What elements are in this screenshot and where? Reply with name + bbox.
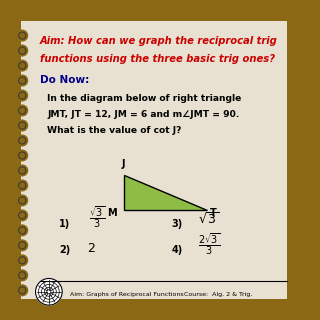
Text: What is the value of cot J?: What is the value of cot J?: [47, 126, 182, 135]
Text: 1): 1): [59, 219, 70, 229]
Text: $2$: $2$: [87, 243, 96, 255]
Circle shape: [17, 75, 28, 86]
Text: 2): 2): [59, 245, 70, 255]
Circle shape: [17, 150, 28, 161]
Text: functions using the three basic trig ones?: functions using the three basic trig one…: [40, 54, 275, 64]
Circle shape: [17, 270, 28, 281]
Text: $\sqrt{3}$: $\sqrt{3}$: [198, 212, 220, 227]
Circle shape: [17, 45, 28, 56]
Circle shape: [17, 30, 28, 41]
Circle shape: [17, 180, 28, 191]
Circle shape: [17, 255, 28, 266]
Circle shape: [17, 210, 28, 221]
Text: Aim: Graphs of Reciprocal Functions: Aim: Graphs of Reciprocal Functions: [70, 292, 183, 297]
Text: Aim: How can we graph the reciprocal trig: Aim: How can we graph the reciprocal tri…: [40, 36, 278, 46]
Circle shape: [17, 60, 28, 71]
Circle shape: [17, 285, 28, 296]
Text: M: M: [108, 208, 117, 218]
Text: 4): 4): [172, 245, 183, 255]
Text: 3): 3): [172, 219, 183, 229]
Text: $\frac{2\sqrt{3}}{3}$: $\frac{2\sqrt{3}}{3}$: [198, 231, 221, 257]
Circle shape: [17, 240, 28, 251]
Circle shape: [17, 90, 28, 101]
Circle shape: [36, 278, 62, 305]
Circle shape: [17, 135, 28, 146]
Text: J: J: [121, 159, 125, 169]
Circle shape: [17, 105, 28, 116]
Polygon shape: [124, 175, 207, 210]
Text: T: T: [210, 208, 217, 218]
Text: Do Now:: Do Now:: [40, 75, 89, 85]
Circle shape: [17, 120, 28, 131]
Circle shape: [17, 195, 28, 206]
FancyBboxPatch shape: [21, 21, 287, 299]
Circle shape: [17, 165, 28, 176]
Text: $\frac{\sqrt{3}}{3}$: $\frac{\sqrt{3}}{3}$: [89, 205, 105, 230]
Text: Course:  Alg. 2 & Trig.: Course: Alg. 2 & Trig.: [184, 292, 252, 297]
Text: JMT, JT = 12, JM = 6 and m∠JMT = 90.: JMT, JT = 12, JM = 6 and m∠JMT = 90.: [47, 110, 240, 119]
Circle shape: [17, 225, 28, 236]
Text: In the diagram below of right triangle: In the diagram below of right triangle: [47, 94, 242, 103]
